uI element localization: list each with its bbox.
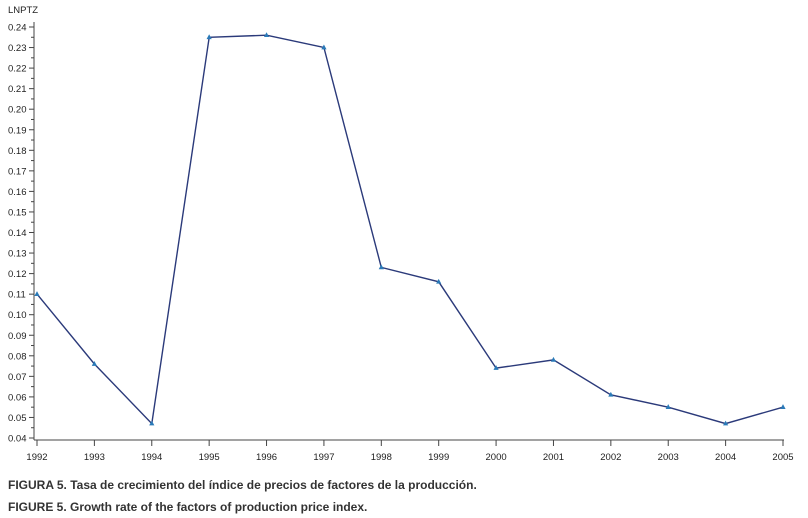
data-point-marker (436, 278, 442, 284)
x-tick-label: 1998 (371, 452, 392, 463)
data-point-marker (665, 404, 671, 409)
figure-caption-spanish: FIGURA 5. Tasa de crecimiento del índice… (8, 478, 477, 492)
x-tick-label: 2005 (772, 452, 793, 463)
y-axis-title: LNPTZ (8, 5, 38, 16)
series-line (36, 34, 784, 426)
data-point-marker (608, 391, 614, 397)
y-tick-label: 0.20 (8, 105, 27, 116)
x-tick-label: 1992 (26, 452, 47, 463)
y-tick-label: 0.22 (8, 64, 27, 75)
y-tick-label: 0.13 (8, 249, 27, 260)
series-markers (34, 32, 786, 426)
x-tick-label: 1993 (84, 452, 105, 463)
y-tick-label: 0.07 (8, 372, 27, 383)
y-axis-ticks: 0.04 0.05 0.06 0.07 0.08 0.09 0.10 0.11 0.12 0.13… (8, 23, 34, 445)
y-tick-label: 0.09 (8, 331, 27, 342)
data-point-marker (723, 420, 729, 426)
x-tick-label: 1995 (199, 452, 220, 463)
data-point-marker (149, 420, 155, 426)
line-chart: LNPTZ 0.040.050.060.070.080.090.100.110.… (8, 5, 794, 463)
y-tick-label: 0.14 (8, 228, 27, 239)
y-tick-label: 0.04 (8, 434, 27, 445)
data-point-marker (206, 34, 212, 40)
x-tick-label: 2004 (715, 452, 736, 463)
x-axis-ticks: 1992 1993 1994 1995 1996 1997 1998 1999 2000 2001… (26, 440, 794, 463)
data-point-marker (321, 44, 327, 50)
x-tick-label: 1997 (313, 452, 334, 463)
y-tick-label: 0.15 (8, 207, 27, 218)
y-tick-label: 0.10 (8, 310, 27, 321)
data-point-marker (550, 356, 557, 362)
data-point-marker (780, 404, 786, 409)
y-tick-label: 0.17 (8, 166, 27, 177)
data-point-marker (34, 291, 40, 296)
x-tick-label: 2002 (600, 452, 621, 463)
y-tick-label: 0.06 (8, 392, 27, 403)
x-tick-label: 2003 (658, 452, 679, 463)
data-point-marker (378, 264, 384, 270)
figure-caption-english: FIGURE 5. Growth rate of the factors of … (8, 500, 368, 514)
y-tick-label: 0.16 (8, 187, 27, 198)
x-tick-label: 2000 (486, 452, 507, 463)
y-tick-label: 0.18 (8, 146, 27, 157)
x-tick-label: 2001 (543, 452, 564, 463)
y-tick-label: 0.23 (8, 43, 27, 54)
x-tick-label: 1994 (141, 452, 162, 463)
y-tick-label: 0.21 (8, 84, 27, 95)
y-tick-label: 0.12 (8, 269, 27, 280)
x-tick-label: 1996 (256, 452, 277, 463)
y-tick-label: 0.08 (8, 351, 27, 362)
x-tick-label: 1999 (428, 452, 449, 463)
y-tick-label: 0.19 (8, 125, 27, 136)
data-point-marker (91, 361, 97, 366)
y-tick-label: 0.24 (8, 23, 27, 34)
data-point-marker (263, 32, 270, 38)
y-tick-label: 0.11 (8, 290, 26, 301)
data-point-marker (493, 365, 499, 370)
y-tick-label: 0.05 (8, 413, 27, 424)
